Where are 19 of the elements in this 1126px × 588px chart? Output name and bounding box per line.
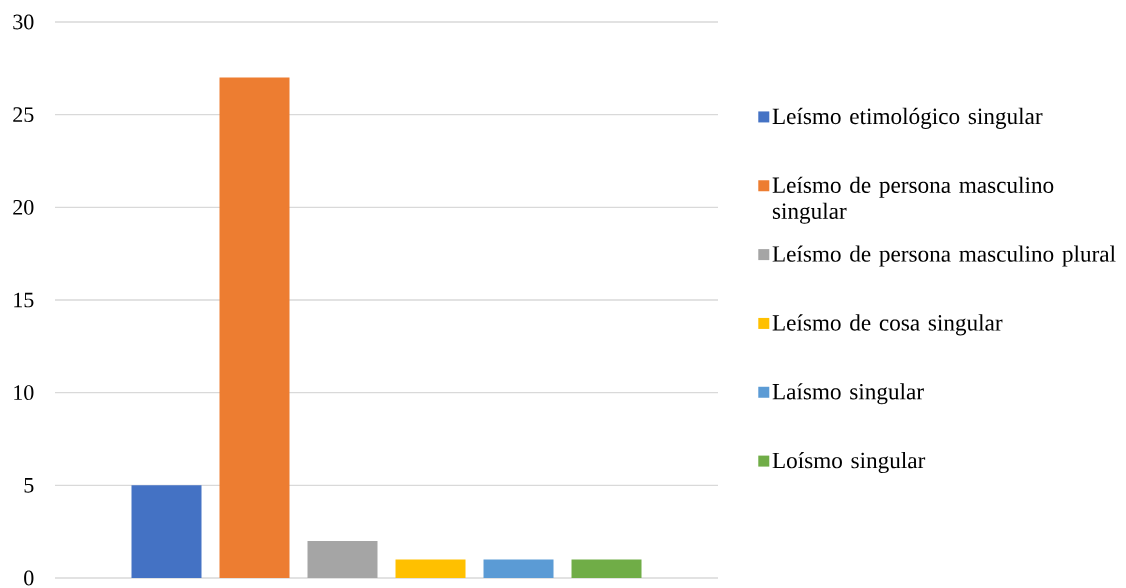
- legend-label: Leísmo de cosa singular: [772, 314, 1003, 336]
- y-tick-label: 15: [14, 292, 34, 308]
- bar: [395, 559, 466, 578]
- legend-label: Leísmo etimológico singular: [772, 107, 1043, 129]
- y-tick-label: 10: [14, 385, 34, 401]
- y-tick-label: 20: [13, 199, 34, 215]
- bar: [483, 559, 554, 578]
- bar: [131, 485, 202, 578]
- legend-label: Laísmo singular: [772, 383, 924, 405]
- bar: [571, 559, 642, 578]
- y-tick-label: 30: [13, 14, 34, 30]
- y-tick-label: 0: [24, 570, 34, 586]
- legend-label: Loísmo singular: [772, 451, 926, 474]
- bar: [307, 540, 378, 578]
- y-tick-label: 5: [24, 478, 34, 493]
- legend-label: Leísmo de persona masculino singular: [772, 176, 1054, 224]
- bar: [219, 77, 290, 578]
- y-tick-label: 25: [13, 107, 34, 123]
- legend-label: Leísmo de persona masculino plural: [772, 245, 1116, 267]
